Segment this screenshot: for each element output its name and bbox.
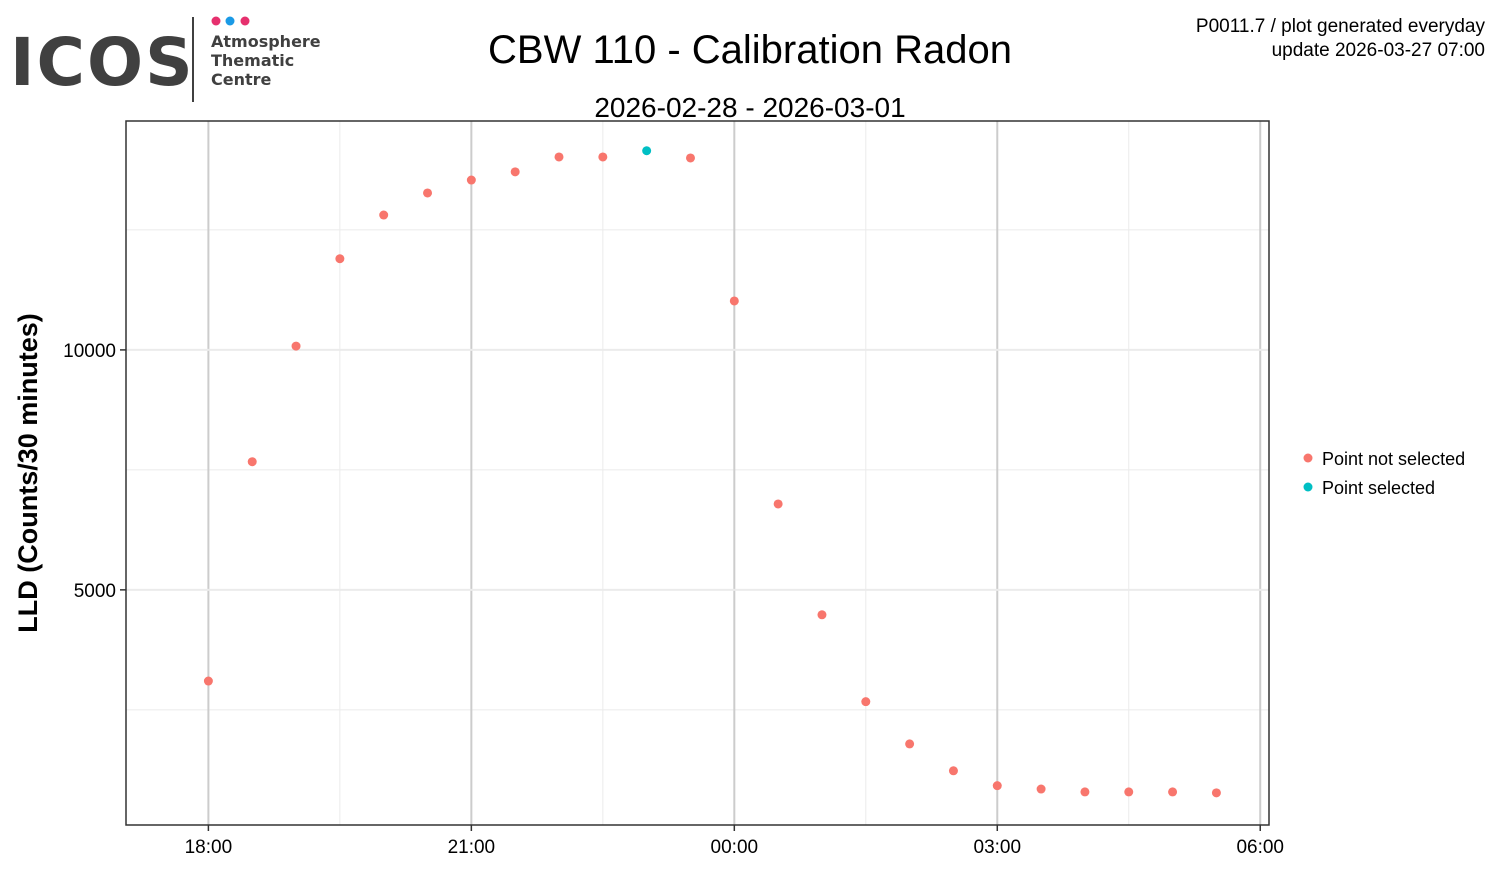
data-point	[729, 296, 739, 306]
x-tick-label: 03:00	[974, 837, 1022, 858]
y-tick-label: 5000	[74, 581, 116, 602]
data-point	[861, 697, 871, 707]
data-point	[773, 499, 783, 509]
grid	[126, 121, 1269, 825]
data-point	[291, 341, 301, 351]
logo-dot	[240, 16, 250, 26]
panel-border	[125, 120, 1270, 826]
legend: Point not selected Point selected	[1303, 449, 1465, 498]
x-tick-label: 06:00	[1236, 837, 1284, 858]
data-point	[685, 153, 695, 163]
y-axis-label: LLD (Counts/30 minutes)	[13, 313, 43, 633]
data-point	[1080, 787, 1090, 797]
data-point	[554, 152, 564, 162]
axes: 18:00 21:00 00:00 03:00 06:00 5000 10000	[63, 341, 1284, 858]
y-tick-label: 10000	[63, 341, 116, 362]
chart-title: CBW 110 - Calibration Radon	[488, 28, 1012, 72]
logo-dot	[211, 16, 221, 26]
x-tick-label: 21:00	[448, 837, 496, 858]
legend-label-selected: Point selected	[1322, 478, 1435, 498]
data-point	[1124, 787, 1134, 797]
chart-subtitle: 2026-02-28 - 2026-03-01	[594, 92, 905, 123]
svg-text:Centre: Centre	[211, 70, 272, 89]
data-point	[335, 254, 345, 264]
legend-label-not-selected: Point not selected	[1322, 449, 1465, 469]
info-line-1: P0011.7 / plot generated everyday	[1196, 16, 1486, 37]
data-point	[948, 766, 958, 776]
data-point	[1168, 787, 1178, 797]
data-point	[466, 175, 476, 185]
svg-text:ICOS: ICOS	[10, 24, 195, 101]
data-point	[598, 152, 608, 162]
data-point	[423, 188, 433, 198]
data-point	[905, 739, 915, 749]
legend-marker-selected	[1303, 482, 1313, 492]
data-point	[379, 210, 389, 220]
svg-text:Atmosphere: Atmosphere	[211, 32, 321, 51]
data-point	[817, 610, 827, 620]
data-point	[247, 457, 257, 467]
info-line-2: update 2026-03-27 07:00	[1272, 40, 1485, 61]
data-point	[510, 167, 520, 177]
data-point	[203, 676, 213, 686]
icos-logo: ICOS Atmosphere Thematic Centre	[10, 16, 321, 102]
x-tick-label: 18:00	[185, 837, 233, 858]
data-point	[992, 781, 1002, 791]
data-points	[203, 146, 1221, 798]
svg-text:Thematic: Thematic	[211, 51, 294, 70]
data-point	[642, 146, 652, 156]
data-point	[1036, 784, 1046, 794]
data-point	[1211, 788, 1221, 798]
x-tick-label: 00:00	[711, 837, 759, 858]
logo-dot	[225, 16, 235, 26]
legend-marker-not-selected	[1303, 453, 1313, 463]
